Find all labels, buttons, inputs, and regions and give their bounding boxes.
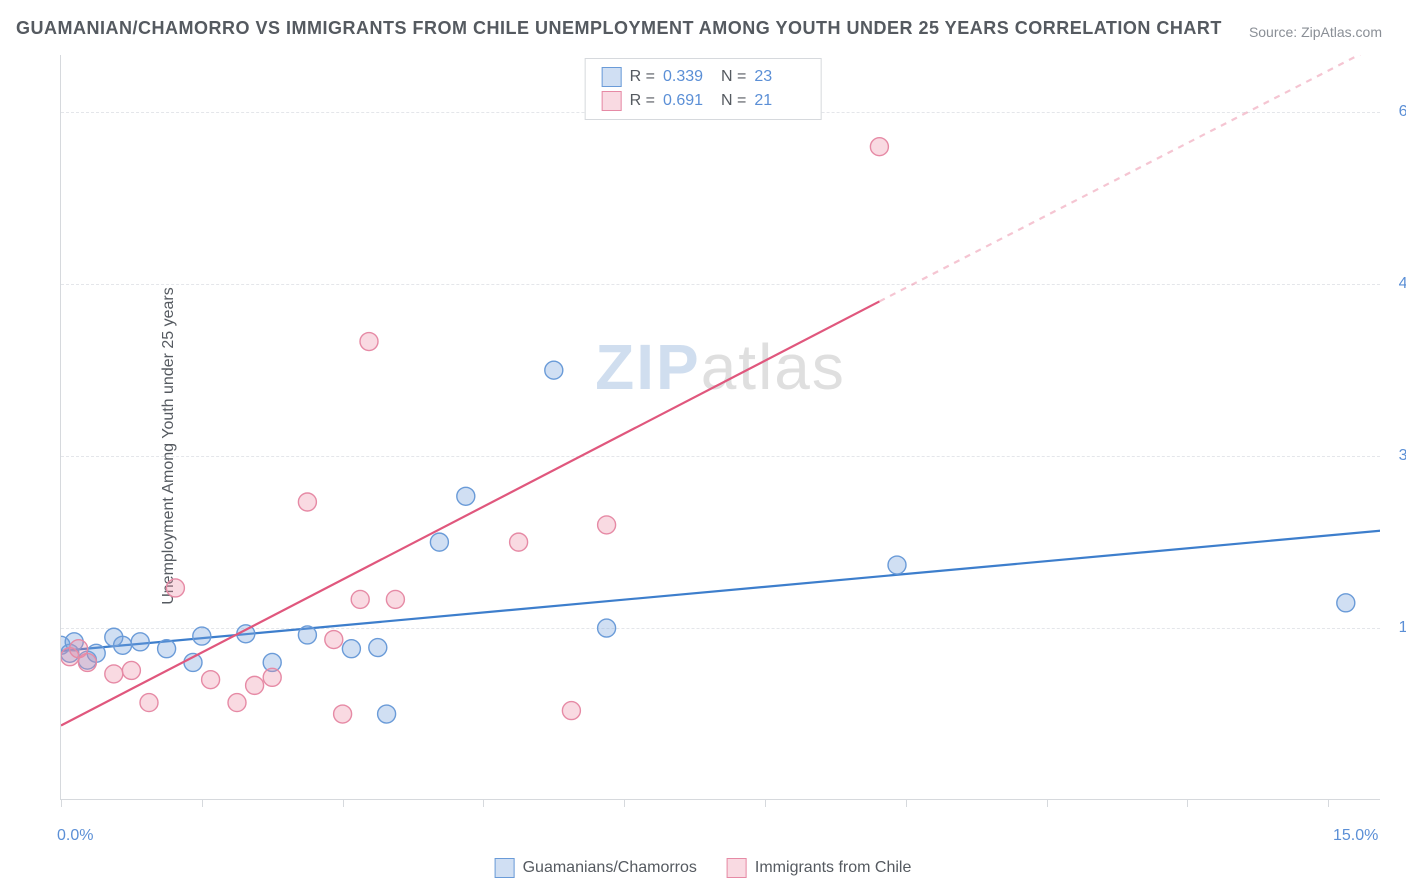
plot-svg <box>61 55 1380 799</box>
n-value: 21 <box>754 92 804 110</box>
trend-line-dashed <box>879 55 1380 301</box>
data-point <box>510 533 528 551</box>
data-point <box>369 639 387 657</box>
x-tick-label: 0.0% <box>57 827 93 845</box>
y-tick-label: 45.0% <box>1399 275 1406 293</box>
x-tick <box>483 799 484 807</box>
data-point <box>342 640 360 658</box>
data-point <box>325 631 343 649</box>
legend-swatch <box>495 858 515 878</box>
data-point <box>114 636 132 654</box>
data-point <box>360 333 378 351</box>
data-point <box>228 694 246 712</box>
data-point <box>888 556 906 574</box>
data-point <box>386 590 404 608</box>
x-tick <box>624 799 625 807</box>
x-tick <box>765 799 766 807</box>
legend-swatch <box>602 67 622 87</box>
data-point <box>166 579 184 597</box>
r-value: 0.691 <box>663 92 713 110</box>
data-point <box>140 694 158 712</box>
y-tick-label: 60.0% <box>1399 103 1406 121</box>
data-point <box>351 590 369 608</box>
data-point <box>870 138 888 156</box>
legend-correlation-row: R = 0.691 N = 21 <box>602 89 805 113</box>
data-point <box>122 661 140 679</box>
r-value: 0.339 <box>663 68 713 86</box>
data-point <box>598 516 616 534</box>
r-label: R = <box>630 92 655 110</box>
x-tick <box>1328 799 1329 807</box>
legend-series-label: Guamanians/Chamorros <box>523 859 697 877</box>
source-label: Source: ZipAtlas.com <box>1249 24 1382 40</box>
trend-line <box>61 301 879 725</box>
legend-swatch <box>727 858 747 878</box>
n-label: N = <box>721 68 746 86</box>
legend-series-item: Guamanians/Chamorros <box>495 858 697 878</box>
data-point <box>263 668 281 686</box>
legend-series-label: Immigrants from Chile <box>755 859 911 877</box>
data-point <box>545 361 563 379</box>
y-tick-label: 30.0% <box>1399 447 1406 465</box>
legend-swatch <box>602 91 622 111</box>
legend-correlation: R = 0.339 N = 23 R = 0.691 N = 21 <box>585 58 822 120</box>
data-point <box>298 626 316 644</box>
data-point <box>298 493 316 511</box>
data-point <box>105 665 123 683</box>
y-tick-label: 15.0% <box>1399 619 1406 637</box>
data-point <box>202 671 220 689</box>
data-point <box>246 676 264 694</box>
n-label: N = <box>721 92 746 110</box>
data-point <box>1337 594 1355 612</box>
data-point <box>457 487 475 505</box>
data-point <box>334 705 352 723</box>
legend-series-item: Immigrants from Chile <box>727 858 911 878</box>
data-point <box>193 627 211 645</box>
x-tick <box>61 799 62 807</box>
legend-correlation-row: R = 0.339 N = 23 <box>602 65 805 89</box>
data-point <box>158 640 176 658</box>
data-point <box>562 702 580 720</box>
x-tick <box>202 799 203 807</box>
n-value: 23 <box>754 68 804 86</box>
chart-title: GUAMANIAN/CHAMORRO VS IMMIGRANTS FROM CH… <box>16 18 1222 39</box>
x-tick <box>1187 799 1188 807</box>
x-tick-label: 15.0% <box>1333 827 1378 845</box>
data-point <box>430 533 448 551</box>
data-point <box>131 633 149 651</box>
x-tick <box>1047 799 1048 807</box>
r-label: R = <box>630 68 655 86</box>
trend-line <box>61 531 1380 651</box>
data-point <box>598 619 616 637</box>
data-point <box>378 705 396 723</box>
data-point <box>78 653 96 671</box>
x-tick <box>343 799 344 807</box>
legend-series: Guamanians/Chamorros Immigrants from Chil… <box>495 858 912 878</box>
x-tick <box>906 799 907 807</box>
plot-area: ZIPatlas 15.0%30.0%45.0%60.0%0.0%15.0% <box>60 55 1380 800</box>
